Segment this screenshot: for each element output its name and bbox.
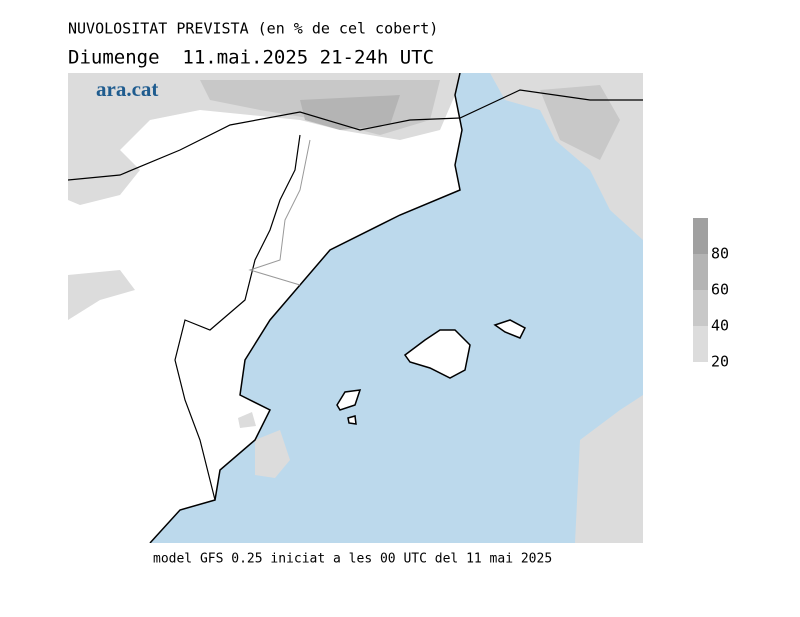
island bbox=[347, 415, 357, 425]
border bbox=[68, 89, 643, 181]
cloud bbox=[575, 395, 643, 543]
colorbar-band bbox=[693, 326, 708, 362]
cloud bbox=[238, 412, 256, 428]
region-border bbox=[248, 139, 311, 286]
sea bbox=[150, 73, 643, 543]
island bbox=[493, 319, 526, 339]
map: ara.cat bbox=[68, 73, 643, 543]
colorbar-band bbox=[693, 218, 708, 254]
cloud bbox=[255, 430, 290, 478]
coastline bbox=[149, 73, 463, 543]
colorbar-band bbox=[693, 254, 708, 290]
footer: model GFS 0.25 iniciat a les 00 UTC del … bbox=[153, 552, 552, 567]
colorbar-tick-label: 20 bbox=[711, 353, 729, 371]
cloud bbox=[68, 140, 140, 205]
island bbox=[403, 329, 471, 379]
island bbox=[336, 389, 362, 411]
colorbar-tick-label: 60 bbox=[711, 281, 729, 299]
colorbar: 20 40 60 80 bbox=[693, 218, 729, 371]
colorbar-tick-label: 40 bbox=[711, 317, 729, 335]
title: NUVOLOSITAT PREVISTA (en % de cel cobert… bbox=[68, 20, 438, 38]
colorbar-tick-label: 80 bbox=[711, 245, 729, 263]
logo: ara.cat bbox=[96, 77, 158, 101]
colorbar-band bbox=[693, 290, 708, 326]
subtitle: Diumenge 11.mai.2025 21-24h UTC bbox=[68, 47, 434, 69]
cloud bbox=[540, 85, 620, 160]
cloud bbox=[68, 270, 135, 320]
cloud bbox=[300, 95, 400, 130]
border bbox=[174, 134, 301, 501]
